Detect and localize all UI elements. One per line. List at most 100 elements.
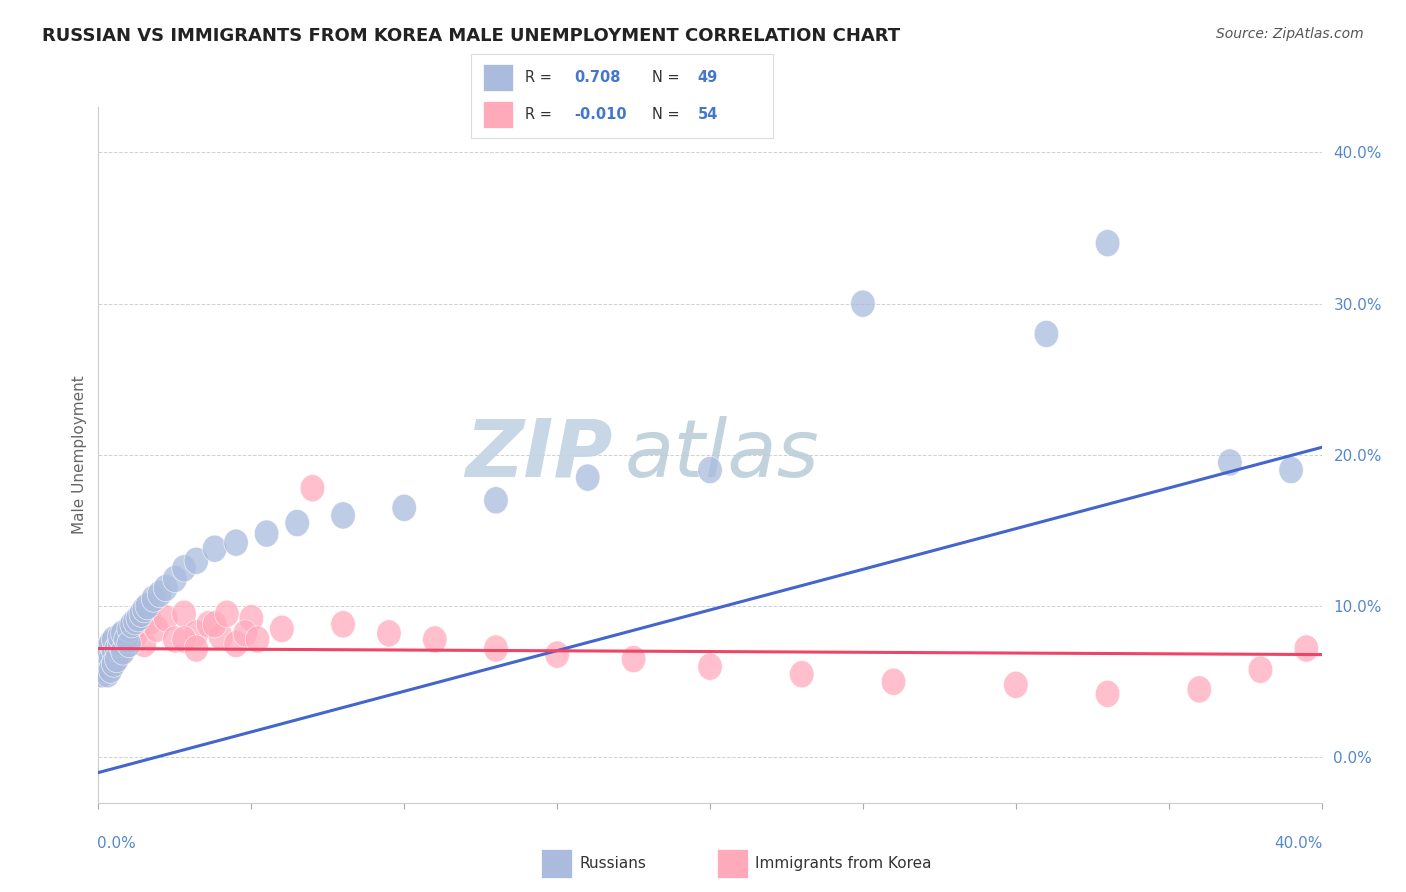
Ellipse shape [208,623,233,650]
Ellipse shape [111,638,135,665]
Ellipse shape [104,626,129,653]
Ellipse shape [96,635,120,662]
Ellipse shape [108,623,132,650]
Ellipse shape [127,605,150,632]
Ellipse shape [1218,449,1241,476]
Ellipse shape [98,657,122,683]
Ellipse shape [197,611,221,638]
Ellipse shape [377,620,401,647]
Ellipse shape [93,638,117,665]
Ellipse shape [132,596,156,623]
Ellipse shape [1279,457,1303,483]
Text: R =: R = [526,70,557,85]
Ellipse shape [108,631,132,657]
Ellipse shape [254,520,278,547]
Ellipse shape [184,547,208,574]
Ellipse shape [233,620,257,647]
Ellipse shape [851,290,875,318]
Ellipse shape [114,620,138,647]
Ellipse shape [184,620,208,647]
Ellipse shape [132,631,156,657]
Ellipse shape [239,605,263,632]
FancyBboxPatch shape [484,101,513,128]
Ellipse shape [101,650,127,677]
Ellipse shape [172,626,197,653]
Ellipse shape [122,623,148,650]
Text: Immigrants from Korea: Immigrants from Korea [755,856,932,871]
Ellipse shape [135,592,160,620]
Ellipse shape [1095,681,1119,707]
Ellipse shape [108,623,132,650]
Ellipse shape [104,635,129,662]
Ellipse shape [163,626,187,653]
Ellipse shape [392,494,416,522]
Ellipse shape [484,635,508,662]
Text: atlas: atlas [624,416,820,494]
Text: Source: ZipAtlas.com: Source: ZipAtlas.com [1216,27,1364,41]
Ellipse shape [621,646,645,673]
Ellipse shape [215,600,239,627]
Text: -0.010: -0.010 [574,107,627,122]
Text: ZIP: ZIP [465,416,612,494]
Text: 54: 54 [697,107,718,122]
Ellipse shape [96,635,120,662]
Text: 49: 49 [697,70,718,85]
Ellipse shape [101,638,127,665]
Ellipse shape [790,661,814,688]
Ellipse shape [104,646,129,673]
Ellipse shape [89,661,114,688]
Ellipse shape [1035,320,1059,348]
Ellipse shape [1095,229,1119,257]
Y-axis label: Male Unemployment: Male Unemployment [72,376,87,534]
Ellipse shape [96,641,120,668]
Ellipse shape [172,555,197,582]
Ellipse shape [141,585,166,612]
Ellipse shape [120,615,145,642]
Ellipse shape [108,641,132,668]
Text: 0.0%: 0.0% [97,836,136,851]
Ellipse shape [89,646,114,673]
Ellipse shape [111,620,135,647]
Ellipse shape [89,661,114,688]
Ellipse shape [224,631,249,657]
Ellipse shape [93,653,117,681]
Ellipse shape [285,509,309,537]
Ellipse shape [697,653,723,681]
Ellipse shape [93,638,117,665]
Ellipse shape [96,661,120,688]
Text: R =: R = [526,107,557,122]
Ellipse shape [148,581,172,607]
Ellipse shape [127,611,150,638]
Ellipse shape [575,464,600,491]
Ellipse shape [163,566,187,592]
Ellipse shape [98,646,122,673]
Ellipse shape [202,611,226,638]
Ellipse shape [93,657,117,683]
Ellipse shape [120,611,145,638]
Ellipse shape [129,600,153,627]
Text: N =: N = [652,107,685,122]
Ellipse shape [1249,657,1272,683]
Text: Russians: Russians [579,856,647,871]
Ellipse shape [93,653,117,681]
Ellipse shape [153,574,179,601]
Text: RUSSIAN VS IMMIGRANTS FROM KOREA MALE UNEMPLOYMENT CORRELATION CHART: RUSSIAN VS IMMIGRANTS FROM KOREA MALE UN… [42,27,900,45]
Ellipse shape [330,502,356,529]
Ellipse shape [101,626,127,653]
Ellipse shape [145,615,169,642]
Ellipse shape [270,615,294,642]
Ellipse shape [122,607,148,635]
Ellipse shape [101,638,127,665]
Ellipse shape [89,646,114,673]
Ellipse shape [98,631,122,657]
Ellipse shape [111,631,135,657]
FancyBboxPatch shape [484,63,513,91]
Ellipse shape [98,646,122,673]
Ellipse shape [101,650,127,677]
Ellipse shape [96,641,120,668]
Ellipse shape [1294,635,1319,662]
Ellipse shape [697,457,723,483]
Ellipse shape [330,611,356,638]
Ellipse shape [423,626,447,653]
Text: 0.708: 0.708 [574,70,620,85]
